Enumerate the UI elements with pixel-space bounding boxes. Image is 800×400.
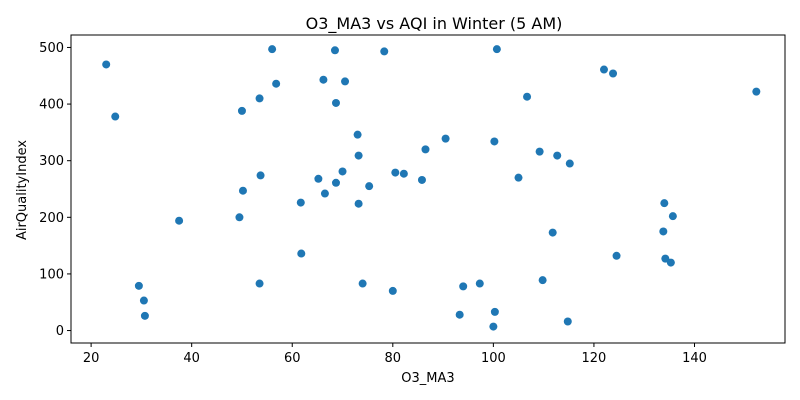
axis-ticks: 20 40 60 80 100 120 140 0 100 200 300 400 500 — [39, 41, 707, 366]
data-point — [523, 92, 532, 101]
data-point — [175, 216, 184, 225]
data-point — [565, 159, 574, 168]
data-point — [455, 310, 464, 319]
data-point — [659, 227, 668, 236]
y-tick-label: 400 — [39, 98, 64, 113]
data-point — [319, 75, 328, 84]
data-point — [421, 145, 430, 154]
data-point — [354, 199, 363, 208]
data-point — [535, 147, 544, 156]
data-point — [514, 173, 523, 182]
data-point — [358, 279, 367, 288]
data-point — [111, 112, 120, 121]
data-point — [297, 249, 306, 258]
data-point — [320, 189, 329, 198]
data-point — [660, 199, 669, 208]
data-point — [268, 45, 277, 54]
y-tick-label: 200 — [39, 211, 64, 226]
data-point — [666, 258, 675, 267]
data-point — [388, 286, 397, 295]
data-point — [314, 174, 323, 183]
x-tick-label: 100 — [481, 351, 506, 366]
data-point — [331, 98, 340, 107]
x-tick-label: 40 — [183, 351, 200, 366]
y-tick-label: 100 — [39, 267, 64, 282]
data-point — [341, 77, 350, 86]
x-axis-label: O3_MA3 — [401, 371, 454, 386]
data-point — [140, 311, 149, 320]
data-point — [255, 279, 264, 288]
data-point — [338, 167, 347, 176]
data-point — [330, 46, 339, 55]
data-point — [399, 169, 408, 178]
data-point — [538, 276, 547, 285]
data-point — [441, 134, 450, 143]
data-point — [548, 228, 557, 237]
data-point — [752, 87, 761, 96]
data-point — [391, 168, 400, 177]
data-point — [609, 69, 618, 78]
data-point — [553, 151, 562, 160]
y-tick-label: 500 — [39, 41, 64, 56]
data-point — [661, 254, 670, 263]
data-points — [102, 45, 761, 331]
x-tick-label: 20 — [83, 351, 100, 366]
x-tick-label: 60 — [284, 351, 301, 366]
x-tick-label: 140 — [682, 351, 707, 366]
data-point — [563, 317, 572, 326]
data-point — [490, 137, 499, 146]
data-point — [255, 94, 264, 103]
data-point — [272, 79, 281, 88]
data-point — [235, 213, 244, 222]
data-point — [612, 251, 621, 260]
data-point — [102, 60, 111, 69]
data-point — [331, 178, 340, 187]
data-point — [256, 171, 265, 180]
chart-title: O3_MA3 vs AQI in Winter (5 AM) — [306, 14, 563, 34]
plot-frame — [70, 34, 786, 344]
data-point — [296, 198, 305, 207]
data-point — [490, 307, 499, 316]
data-point — [134, 281, 143, 290]
data-point — [459, 282, 468, 291]
data-point — [354, 151, 363, 160]
y-axis-label: AirQualityIndex — [15, 140, 30, 240]
x-tick-label: 80 — [385, 351, 402, 366]
data-point — [139, 296, 148, 305]
data-point — [365, 182, 374, 191]
data-point — [489, 322, 498, 331]
x-tick-label: 120 — [582, 351, 607, 366]
data-point — [492, 45, 501, 54]
data-point — [353, 130, 362, 139]
data-point — [599, 65, 608, 74]
data-point — [668, 212, 677, 221]
data-point — [417, 175, 426, 184]
y-tick-label: 0 — [56, 324, 64, 339]
data-point — [238, 186, 247, 195]
data-point — [380, 47, 389, 56]
data-point — [237, 106, 246, 115]
y-tick-label: 300 — [39, 154, 64, 169]
data-point — [475, 279, 484, 288]
